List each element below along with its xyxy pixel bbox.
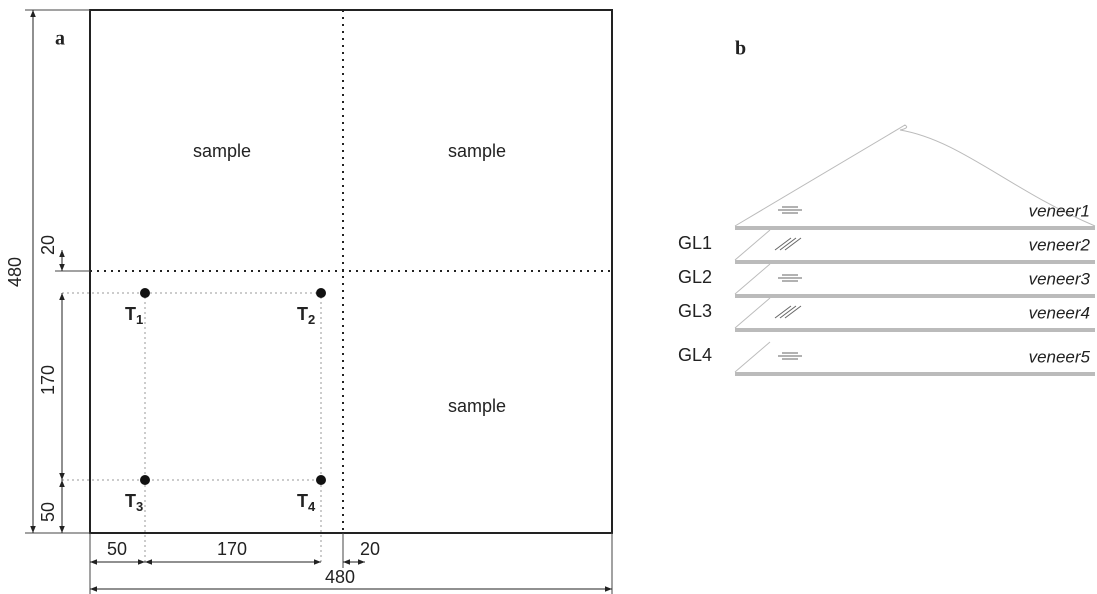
sample-label: sample: [448, 396, 506, 416]
grain: [774, 305, 792, 319]
veneer-sheet: [734, 263, 771, 295]
point-label: T3: [125, 491, 143, 515]
glue-line-label: GL4: [678, 345, 712, 365]
grain: [784, 237, 802, 251]
measure-point: [140, 475, 150, 485]
glue-line-label: GL2: [678, 267, 712, 287]
point-label: T2: [297, 304, 315, 328]
grain: [779, 305, 797, 319]
sample-label: sample: [448, 141, 506, 161]
glue-line-label: GL3: [678, 301, 712, 321]
measure-point: [316, 475, 326, 485]
panel-label: a: [55, 28, 65, 50]
veneer-label: veneer4: [1029, 303, 1090, 322]
measure-point: [316, 288, 326, 298]
dimension-label: 480: [325, 567, 355, 587]
veneer-sheet: [734, 297, 771, 329]
grain: [779, 237, 797, 251]
panel-label: b: [735, 38, 746, 60]
veneer-plate: [735, 372, 1095, 376]
dimension-label: 170: [38, 365, 58, 395]
sample-label: sample: [193, 141, 251, 161]
veneer-plate: [735, 328, 1095, 332]
dimension-label: 20: [38, 235, 58, 255]
veneer-plate: [735, 294, 1095, 298]
dimension-label: 20: [360, 539, 380, 559]
dimension-label: 50: [38, 502, 58, 522]
dimension-label: 480: [5, 257, 25, 287]
stack-outline: [734, 124, 1096, 227]
veneer-label: veneer2: [1029, 235, 1091, 254]
grain: [784, 305, 802, 319]
veneer-plate: [735, 260, 1095, 264]
veneer-sheet: [734, 229, 771, 261]
grain: [774, 237, 792, 251]
veneer-sheet: [734, 341, 771, 373]
glue-line-label: GL1: [678, 233, 712, 253]
dimension-label: 50: [107, 539, 127, 559]
veneer-label: veneer1: [1029, 201, 1090, 220]
measure-point: [140, 288, 150, 298]
veneer-plate: [735, 226, 1095, 230]
extension-lines: [25, 9, 613, 594]
veneer-label: veneer5: [1029, 347, 1091, 366]
measure-square: [62, 292, 322, 565]
point-label: T4: [297, 491, 316, 515]
dimension-label: 170: [217, 539, 247, 559]
point-label: T1: [125, 304, 143, 328]
veneer-label: veneer3: [1029, 269, 1091, 288]
